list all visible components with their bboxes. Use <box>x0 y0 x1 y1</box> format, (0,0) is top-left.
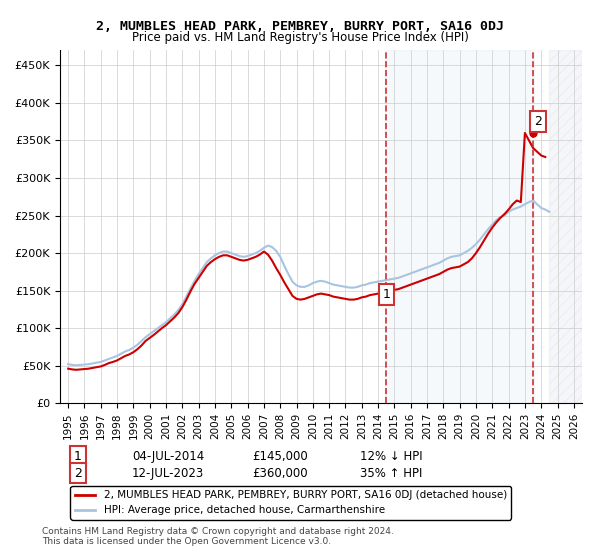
Bar <box>550 50 582 403</box>
Text: 2: 2 <box>534 115 542 128</box>
Text: £145,000: £145,000 <box>252 450 308 463</box>
Text: 2: 2 <box>74 466 82 480</box>
Text: 04-JUL-2014: 04-JUL-2014 <box>132 450 204 463</box>
Legend: 2, MUMBLES HEAD PARK, PEMBREY, BURRY PORT, SA16 0DJ (detached house), HPI: Avera: 2, MUMBLES HEAD PARK, PEMBREY, BURRY POR… <box>70 486 511 520</box>
Text: 35% ↑ HPI: 35% ↑ HPI <box>360 466 422 480</box>
Text: 12% ↓ HPI: 12% ↓ HPI <box>360 450 422 463</box>
Text: £360,000: £360,000 <box>252 466 308 480</box>
Text: 1: 1 <box>382 288 390 301</box>
Text: Contains HM Land Registry data © Crown copyright and database right 2024.
This d: Contains HM Land Registry data © Crown c… <box>42 526 394 546</box>
Text: 1: 1 <box>74 450 82 463</box>
Text: 12-JUL-2023: 12-JUL-2023 <box>132 466 204 480</box>
Text: Price paid vs. HM Land Registry's House Price Index (HPI): Price paid vs. HM Land Registry's House … <box>131 31 469 44</box>
Text: 2, MUMBLES HEAD PARK, PEMBREY, BURRY PORT, SA16 0DJ: 2, MUMBLES HEAD PARK, PEMBREY, BURRY POR… <box>96 20 504 32</box>
Bar <box>385 50 534 403</box>
